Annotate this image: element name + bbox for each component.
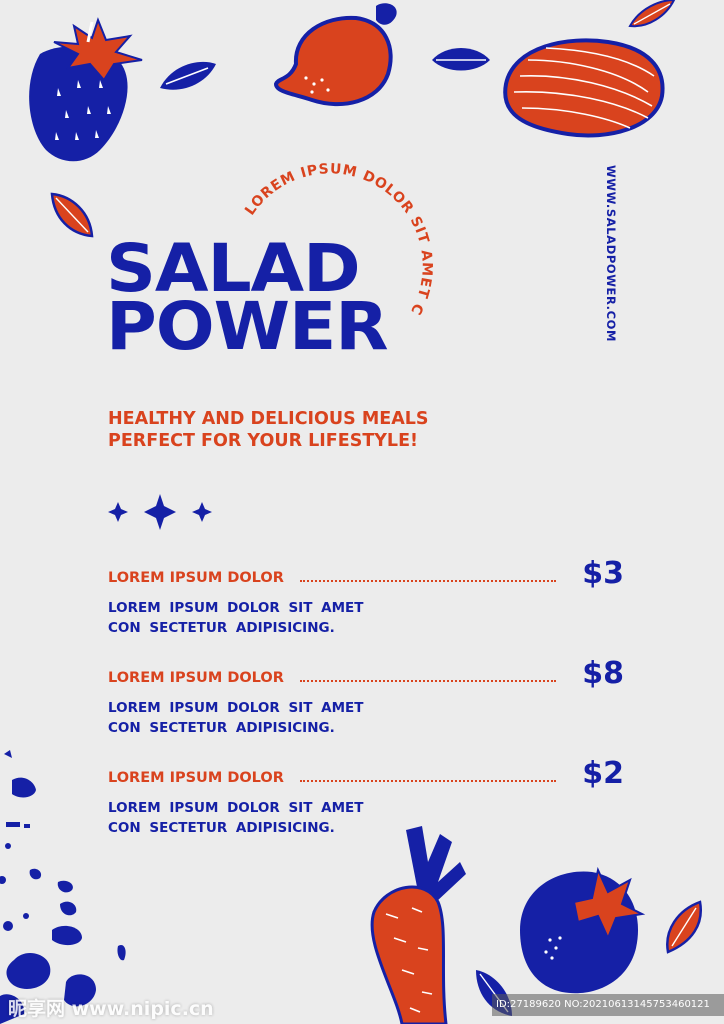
menu-item-title: LOREM IPSUM DOLOR bbox=[108, 670, 284, 686]
menu-item: LOREM IPSUM DOLOR $3 LOREM IPSUM DOLOR S… bbox=[108, 556, 624, 650]
menu-item-title: LOREM IPSUM DOLOR bbox=[108, 570, 284, 586]
tagline-line-2: PERFECT FOR YOUR LIFESTYLE! bbox=[108, 431, 419, 451]
title-line-1: SALAD bbox=[106, 230, 361, 307]
carrot-icon bbox=[370, 826, 466, 1024]
menu-item-desc-line-1: LOREM IPSUM DOLOR SIT AMET bbox=[108, 700, 364, 716]
dotted-leader bbox=[300, 580, 556, 582]
leaf-icon bbox=[628, 0, 676, 28]
watermark-id: ID:27189620 NO:20210613145753460121 bbox=[492, 994, 724, 1016]
menu-item-price: $2 bbox=[582, 756, 624, 791]
lemon-icon bbox=[273, 3, 397, 107]
menu-item: LOREM IPSUM DOLOR $2 LOREM IPSUM DOLOR S… bbox=[108, 756, 624, 850]
leaf-icon bbox=[160, 61, 216, 90]
tomato-icon bbox=[520, 866, 646, 994]
tagline-line-1: HEALTHY AND DELICIOUS MEALS bbox=[108, 409, 429, 429]
squash-icon bbox=[503, 38, 665, 138]
menu-item-desc-line-1: LOREM IPSUM DOLOR SIT AMET bbox=[108, 800, 364, 816]
sparkle-icon bbox=[108, 494, 212, 530]
leaf-icon bbox=[50, 192, 94, 238]
arc-text: LOREM IPSUM DOLOR SIT AMET CO bbox=[222, 150, 434, 318]
menu-item-description: LOREM IPSUM DOLOR SIT AMET CON SECTETUR … bbox=[108, 598, 368, 638]
leaf-icon bbox=[666, 900, 702, 954]
title-line-2: POWER bbox=[106, 288, 389, 365]
dotted-leader bbox=[300, 680, 556, 682]
menu-item-title: LOREM IPSUM DOLOR bbox=[108, 770, 284, 786]
menu-item: LOREM IPSUM DOLOR $8 LOREM IPSUM DOLOR S… bbox=[108, 656, 624, 750]
page-title: SALAD POWER bbox=[106, 230, 389, 365]
menu-item-desc-line-2: CON SECTETUR ADIPISICING. bbox=[108, 720, 335, 736]
website-url-text: WWW.SALADPOWER.COM bbox=[604, 165, 618, 343]
watermark-logo: 昵享网 www.nipic.cn bbox=[8, 998, 214, 1020]
menu-item-description: LOREM IPSUM DOLOR SIT AMET CON SECTETUR … bbox=[108, 798, 368, 838]
tagline: HEALTHY AND DELICIOUS MEALS PERFECT FOR … bbox=[108, 408, 429, 452]
dotted-leader bbox=[300, 780, 556, 782]
menu-item-price: $8 bbox=[582, 656, 624, 691]
paint-splatter bbox=[0, 750, 126, 1024]
strawberry-icon bbox=[29, 17, 143, 162]
menu-item-description: LOREM IPSUM DOLOR SIT AMET CON SECTETUR … bbox=[108, 698, 368, 738]
menu-item-price: $3 bbox=[582, 556, 624, 591]
leaf-icon bbox=[432, 48, 490, 71]
menu-item-desc-line-2: CON SECTETUR ADIPISICING. bbox=[108, 820, 335, 836]
menu-item-desc-line-1: LOREM IPSUM DOLOR SIT AMET bbox=[108, 600, 364, 616]
menu-item-desc-line-2: CON SECTETUR ADIPISICING. bbox=[108, 620, 335, 636]
